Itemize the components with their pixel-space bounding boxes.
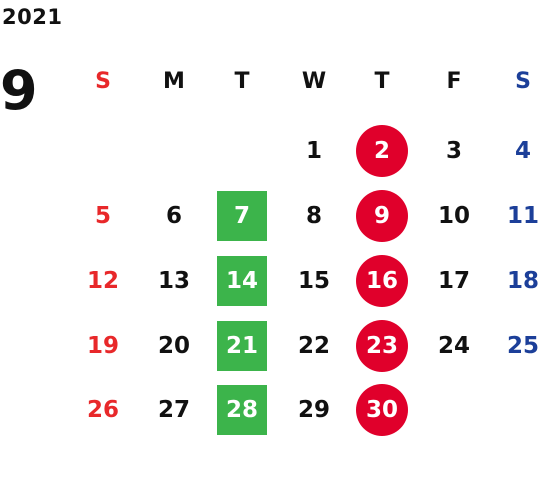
day-cell-17[interactable]: 17 [419,255,489,307]
day-number: 25 [506,333,539,359]
year-label: 2021 [2,5,63,29]
weekday-header-thursday: T [374,68,390,94]
day-number: 6 [165,203,182,229]
weekday-header-saturday: S [515,68,531,94]
day-number: 19 [86,333,119,359]
weekday-header-tuesday: T [234,68,250,94]
day-number: 28 [225,397,258,423]
day-cell-30[interactable]: 30 [347,384,417,436]
day-number: 17 [437,268,470,294]
weekday-header-sunday: S [95,68,111,94]
day-cell-20[interactable]: 20 [139,320,209,372]
day-number: 20 [157,333,190,359]
day-cell-21[interactable]: 21 [207,320,277,372]
day-number: 18 [506,268,539,294]
day-cell-5[interactable]: 5 [68,190,138,242]
day-number: 10 [437,203,470,229]
day-cell-8[interactable]: 8 [279,190,349,242]
day-cell-1[interactable]: 1 [279,125,349,177]
day-cell-18[interactable]: 18 [488,255,548,307]
day-number: 4 [514,138,531,164]
day-number: 2 [373,138,390,164]
day-number: 8 [305,203,322,229]
day-cell-23[interactable]: 23 [347,320,417,372]
day-number: 9 [373,203,390,229]
day-number: 1 [305,138,322,164]
day-cell-14[interactable]: 14 [207,255,277,307]
day-number: 30 [365,397,398,423]
day-cell-26[interactable]: 26 [68,384,138,436]
day-cell-10[interactable]: 10 [419,190,489,242]
day-cell-29[interactable]: 29 [279,384,349,436]
day-number: 12 [86,268,119,294]
day-cell-24[interactable]: 24 [419,320,489,372]
day-cell-7[interactable]: 7 [207,190,277,242]
day-cell-4[interactable]: 4 [488,125,548,177]
day-number: 15 [297,268,330,294]
day-number: 5 [94,203,111,229]
day-number: 27 [157,397,190,423]
weekday-header-friday: F [446,68,462,94]
day-number: 29 [297,397,330,423]
day-cell-6[interactable]: 6 [139,190,209,242]
day-cell-9[interactable]: 9 [347,190,417,242]
weekday-header-wednesday: W [301,68,327,94]
day-cell-11[interactable]: 11 [488,190,548,242]
day-number: 7 [233,203,250,229]
day-number: 16 [365,268,398,294]
day-number: 22 [297,333,330,359]
day-number: 11 [506,203,539,229]
day-number: 24 [437,333,470,359]
day-cell-2[interactable]: 2 [347,125,417,177]
day-number: 21 [225,333,258,359]
day-cell-25[interactable]: 25 [488,320,548,372]
day-cell-15[interactable]: 15 [279,255,349,307]
day-number: 26 [86,397,119,423]
day-cell-22[interactable]: 22 [279,320,349,372]
day-cell-3[interactable]: 3 [419,125,489,177]
day-cell-13[interactable]: 13 [139,255,209,307]
day-cell-16[interactable]: 16 [347,255,417,307]
day-cell-27[interactable]: 27 [139,384,209,436]
weekday-header-monday: M [163,68,185,94]
day-cell-12[interactable]: 12 [68,255,138,307]
day-number: 3 [445,138,462,164]
day-cell-28[interactable]: 28 [207,384,277,436]
day-number: 14 [225,268,258,294]
month-number: 9 [0,59,38,122]
day-number: 23 [365,333,398,359]
day-cell-19[interactable]: 19 [68,320,138,372]
day-number: 13 [157,268,190,294]
